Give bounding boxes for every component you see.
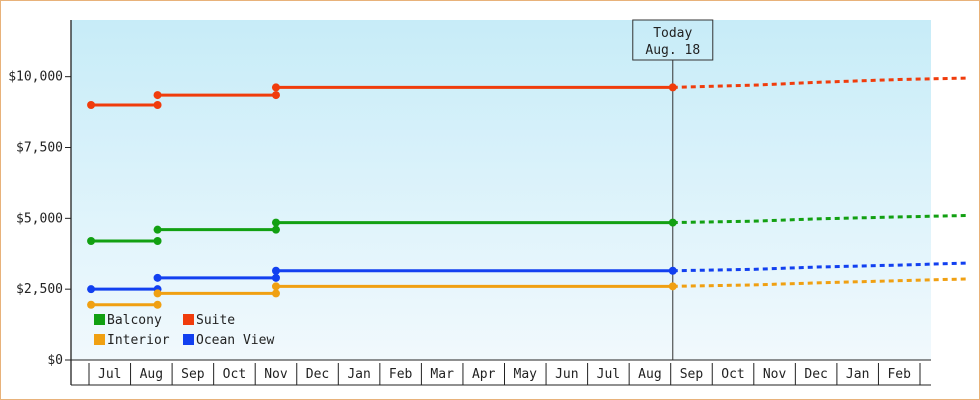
legend-swatch — [94, 314, 105, 325]
legend: Balcony Suite Interior Ocean View — [94, 313, 274, 348]
legend-label: Suite — [196, 313, 235, 328]
data-point — [153, 273, 162, 282]
data-point — [153, 289, 162, 298]
series-lines — [87, 76, 966, 309]
y-tick-label: $10,000 — [8, 70, 63, 85]
legend-item: Suite — [183, 313, 235, 328]
legend-label: Ocean View — [196, 333, 274, 348]
month-label: Aug — [638, 367, 661, 382]
y-tick-label: $7,500 — [16, 141, 63, 156]
month-label: Nov — [763, 367, 787, 382]
data-point — [87, 237, 96, 245]
today-label: Today — [653, 26, 692, 41]
month-label: Dec — [804, 367, 827, 382]
month-label: Jul — [597, 367, 620, 382]
forecast-line — [672, 277, 966, 288]
data-point — [271, 282, 280, 291]
month-label: Feb — [887, 367, 911, 382]
series-suite — [87, 76, 966, 109]
plot-background — [71, 20, 931, 360]
legend-item: Balcony — [94, 313, 162, 328]
month-label: Mar — [430, 367, 454, 382]
legend-swatch — [183, 334, 194, 345]
legend-swatch — [183, 314, 194, 325]
today-marker: Today Aug. 18 — [632, 19, 714, 360]
month-label: May — [514, 367, 538, 382]
legend-label: Interior — [107, 333, 170, 348]
legend-item: Ocean View — [183, 333, 274, 348]
data-point — [271, 218, 280, 227]
series-interior — [87, 277, 966, 309]
forecast-line — [672, 261, 966, 273]
month-label: Feb — [389, 367, 413, 382]
data-point — [271, 91, 280, 100]
forecast-line — [672, 214, 966, 225]
data-point — [153, 91, 162, 100]
legend-swatch — [94, 334, 105, 345]
y-axis-ticks: $0 $2,500 $5,000 $7,500 $10,000 — [8, 70, 71, 368]
y-tick-label: $0 — [47, 353, 63, 368]
data-point — [153, 237, 162, 245]
data-point — [87, 101, 96, 109]
month-label: Oct — [223, 367, 246, 382]
data-point — [271, 225, 280, 234]
month-label: Apr — [472, 367, 496, 382]
month-label: Dec — [306, 367, 329, 382]
data-point — [271, 83, 280, 92]
data-point — [153, 225, 162, 234]
data-point — [153, 101, 162, 109]
data-point — [87, 285, 96, 294]
month-label: Jan — [846, 367, 869, 382]
month-label: Jun — [555, 367, 578, 382]
today-date: Aug. 18 — [645, 43, 700, 58]
data-point — [271, 273, 280, 282]
data-point — [153, 300, 162, 309]
x-axis-months: Jul Aug Sep Oct Nov Dec Jan Feb Mar Apr May Jun Jul A… — [71, 363, 931, 386]
month-label: Jan — [347, 367, 370, 382]
axes — [70, 20, 931, 385]
series-balcony — [87, 214, 966, 245]
data-point — [271, 289, 280, 298]
month-label: Sep — [680, 367, 704, 382]
y-tick-label: $5,000 — [16, 211, 63, 226]
legend-label: Balcony — [107, 313, 162, 328]
forecast-line — [672, 76, 966, 89]
month-label: Sep — [181, 367, 205, 382]
data-point — [271, 266, 280, 275]
month-label: Nov — [264, 367, 288, 382]
month-label: Oct — [721, 367, 744, 382]
y-tick-label: $2,500 — [16, 282, 63, 297]
today-box — [632, 19, 714, 61]
legend-item: Interior — [94, 333, 170, 348]
data-point — [87, 300, 96, 309]
month-label: Aug — [140, 367, 163, 382]
month-label: Jul — [98, 367, 121, 382]
